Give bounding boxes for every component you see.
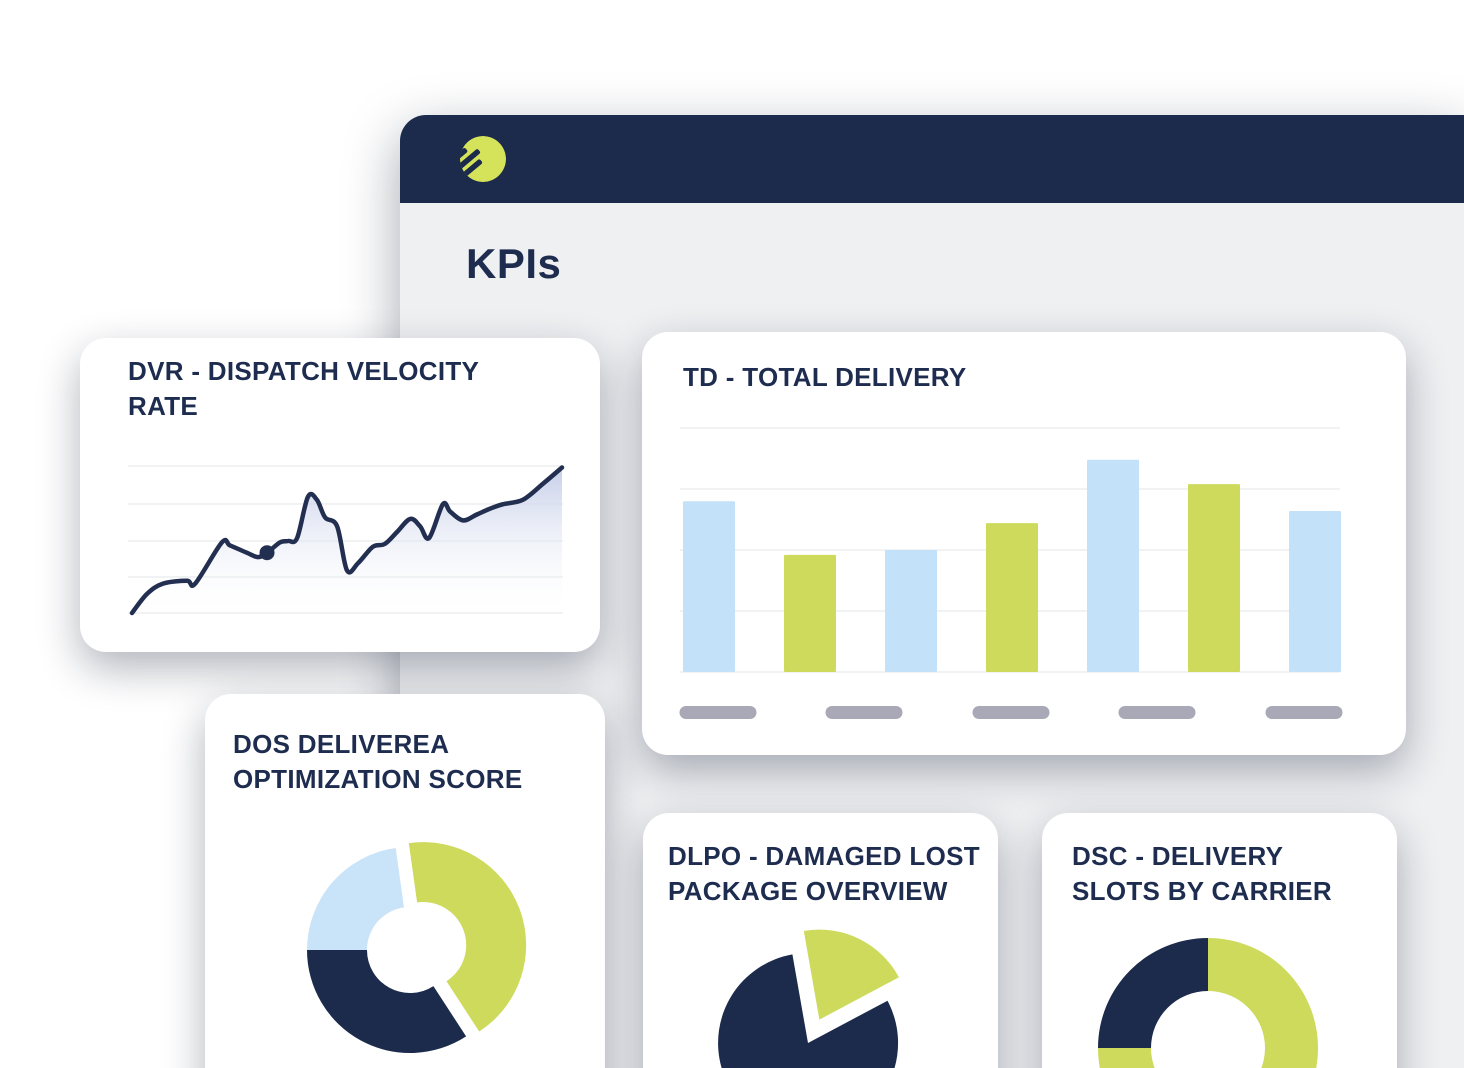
card-dvr-title-line-2: RATE	[128, 391, 199, 421]
card-dsc-title: DSC - DELIVERY SLOTS BY CARRIER	[1072, 839, 1352, 909]
card-td-title: TD - TOTAL DELIVERY	[683, 360, 1303, 395]
card-dsc: DSC - DELIVERY SLOTS BY CARRIER	[1042, 813, 1397, 1068]
card-dvr: DVR - DISPATCH VELOCITY RATE	[80, 338, 600, 652]
page-title: KPIs	[466, 240, 562, 287]
card-dos-title: DOS DELIVEREA OPTIMIZATION SCORE	[233, 727, 563, 797]
card-dlpo-title: DLPO - DAMAGED LOST PACKAGE OVERVIEW	[668, 839, 983, 909]
card-td-title-line-1: TD - TOTAL DELIVERY	[683, 362, 967, 392]
dos-donut-chart	[307, 842, 527, 1054]
deliverea-logo-icon	[460, 136, 506, 182]
card-dsc-title-line-1: DSC - DELIVERY	[1072, 841, 1284, 871]
card-dlpo: DLPO - DAMAGED LOST PACKAGE OVERVIEW	[643, 813, 998, 1068]
card-dos-title-line-1: DOS DELIVEREA	[233, 729, 450, 759]
card-dos-title-line-2: OPTIMIZATION SCORE	[233, 764, 523, 794]
card-dlpo-title-line-2: PACKAGE OVERVIEW	[668, 876, 948, 906]
dsc-donut-chart	[1098, 938, 1318, 1068]
card-td: TD - TOTAL DELIVERY	[642, 332, 1406, 755]
card-dvr-title-line-1: DVR - DISPATCH VELOCITY	[128, 356, 480, 386]
dvr-line-chart	[128, 465, 565, 616]
card-dsc-title-line-2: SLOTS BY CARRIER	[1072, 876, 1333, 906]
card-dos: DOS DELIVEREA OPTIMIZATION SCORE	[205, 694, 605, 1068]
card-dlpo-title-line-1: DLPO - DAMAGED LOST	[668, 841, 980, 871]
dlpo-pie-chart	[718, 929, 899, 1068]
app-header	[400, 115, 1464, 203]
td-bar-chart	[679, 427, 1343, 719]
card-dvr-title: DVR - DISPATCH VELOCITY RATE	[128, 354, 518, 424]
